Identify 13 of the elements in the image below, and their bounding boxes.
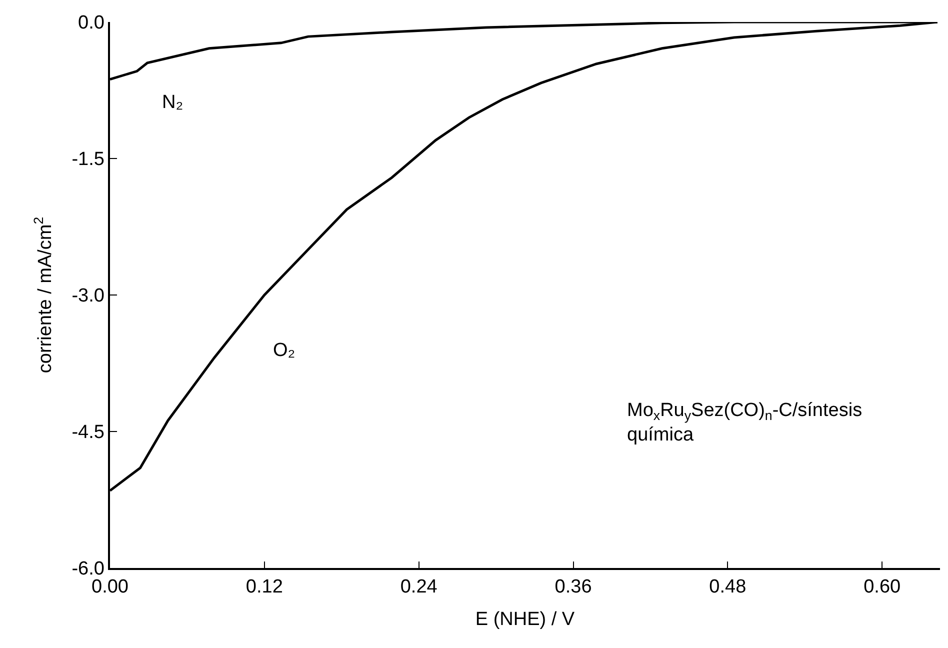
y-tick-label: -1.5 [72, 149, 104, 170]
x-tick-label: 0.48 [709, 576, 746, 598]
y-tick-label: 0.0 [78, 12, 104, 34]
x-tick-label: 0.36 [554, 576, 592, 598]
y-tick-label: -3.0 [72, 286, 104, 307]
y-tick-label: -4.5 [72, 422, 104, 444]
x-tick-label: 0.12 [246, 576, 283, 598]
series-label: N₂ [162, 92, 184, 113]
text: Mo$_{x}$Ru$_{y}$Sez(CO)$_{n}$-C/síntesis química [627, 400, 862, 446]
series-label: O₂ [273, 340, 296, 361]
x-tick-label: 0.24 [400, 576, 438, 598]
x-axis-title: E (NHE) / V [475, 608, 575, 630]
x-tick-label: 0.60 [864, 576, 901, 598]
